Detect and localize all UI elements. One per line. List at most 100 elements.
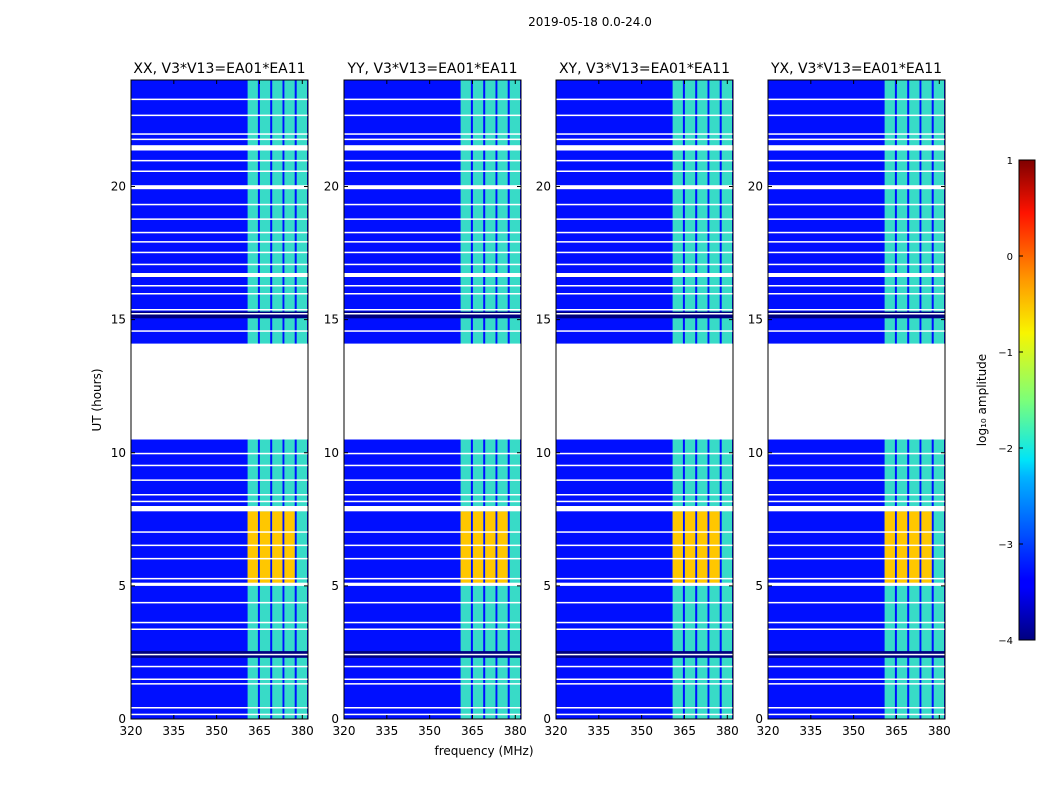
flagged-line bbox=[131, 683, 308, 685]
flagged-line bbox=[768, 285, 945, 287]
flagged-line bbox=[556, 203, 733, 206]
rfi-strong-block bbox=[884, 511, 895, 584]
y-tick-label: 0 bbox=[543, 712, 551, 726]
flagged-line bbox=[344, 309, 521, 311]
x-tick-label: 365 bbox=[461, 724, 484, 738]
panel-2: YY, V3*V13=EA01*EA11 320 335 350 365 380 0 5 10 1… bbox=[324, 61, 527, 738]
flagged-gap bbox=[556, 343, 733, 440]
flagged-line bbox=[556, 313, 733, 315]
flagged-line bbox=[768, 544, 945, 547]
flagged-line bbox=[131, 628, 308, 630]
y-tick-label: 0 bbox=[118, 712, 126, 726]
flagged-line bbox=[768, 133, 945, 135]
panel-frame bbox=[767, 79, 946, 720]
y-tick-label: 5 bbox=[118, 579, 126, 593]
flagged-line bbox=[131, 263, 308, 266]
flagged-line bbox=[344, 452, 521, 455]
flagged-line bbox=[556, 713, 733, 716]
flagged-line bbox=[131, 133, 308, 135]
flagged-line bbox=[344, 231, 521, 234]
flagged-line bbox=[556, 500, 733, 503]
flagged-gap bbox=[556, 582, 733, 586]
flagged-gap bbox=[556, 506, 733, 512]
flagged-gap bbox=[131, 145, 308, 151]
colorbar-tick-label: −4 bbox=[998, 636, 1013, 647]
flagged-line bbox=[131, 241, 308, 243]
rfi-strong-block bbox=[272, 511, 283, 584]
x-tick-label: 350 bbox=[205, 724, 228, 738]
flagged-line bbox=[344, 678, 521, 680]
flagged-line bbox=[131, 452, 308, 455]
flagged-line bbox=[556, 218, 733, 220]
flagged-line bbox=[556, 330, 733, 332]
x-tick-label: 365 bbox=[248, 724, 271, 738]
rfi-strong-block bbox=[497, 511, 508, 584]
flagged-line bbox=[131, 544, 308, 547]
x-tick-label: 335 bbox=[587, 724, 610, 738]
flagged-line bbox=[344, 621, 521, 624]
flagged-line bbox=[344, 653, 521, 656]
flagged-line bbox=[556, 309, 733, 311]
flagged-gap bbox=[556, 185, 733, 190]
rfi-strong-block bbox=[709, 511, 720, 584]
rfi-strong-block bbox=[909, 511, 920, 584]
flagged-line bbox=[768, 464, 945, 467]
x-tick-label: 365 bbox=[885, 724, 908, 738]
y-tick-label: 5 bbox=[543, 579, 551, 593]
y-tick-label: 15 bbox=[536, 313, 551, 327]
flagged-line bbox=[131, 577, 308, 580]
flagged-line bbox=[131, 159, 308, 162]
x-tick-label: 380 bbox=[928, 724, 951, 738]
colorbar-tick-label: −3 bbox=[998, 540, 1013, 551]
flagged-line bbox=[344, 133, 521, 135]
flagged-line bbox=[556, 531, 733, 533]
flagged-line bbox=[768, 293, 945, 295]
flagged-line bbox=[556, 494, 733, 496]
flagged-line bbox=[131, 138, 308, 141]
flagged-gap bbox=[768, 582, 945, 586]
flagged-line bbox=[768, 231, 945, 234]
rfi-strong-block bbox=[460, 511, 471, 584]
flagged-gap bbox=[768, 185, 945, 190]
dark-band bbox=[768, 311, 945, 319]
colorbar-ticks: 1 0 −1 −2 −3 −4 bbox=[998, 156, 1023, 647]
flagged-line bbox=[768, 114, 945, 117]
flagged-line bbox=[768, 577, 945, 580]
flagged-line bbox=[768, 621, 945, 624]
colorbar-label: log₁₀ amplitude bbox=[975, 354, 989, 446]
flagged-line bbox=[556, 577, 733, 580]
flagged-line bbox=[556, 557, 733, 560]
flagged-gap bbox=[344, 506, 521, 512]
flagged-gap bbox=[131, 506, 308, 512]
panel-title: XX, V3*V13=EA01*EA11 bbox=[133, 61, 305, 77]
flagged-line bbox=[556, 170, 733, 172]
flagged-line bbox=[131, 601, 308, 604]
flagged-line bbox=[556, 231, 733, 234]
flagged-gap bbox=[131, 273, 308, 277]
panel-title: YY, V3*V13=EA01*EA11 bbox=[346, 61, 517, 77]
flagged-gap bbox=[344, 582, 521, 586]
x-tick-label: 350 bbox=[630, 724, 653, 738]
colorbar-tick-label: 0 bbox=[1007, 252, 1013, 263]
x-tick-label: 380 bbox=[716, 724, 739, 738]
flagged-line bbox=[556, 452, 733, 455]
flagged-line bbox=[556, 159, 733, 162]
flagged-line bbox=[768, 713, 945, 716]
flagged-line bbox=[344, 159, 521, 162]
rfi-strong-block bbox=[247, 511, 258, 584]
y-tick-label: 15 bbox=[748, 313, 763, 327]
flagged-line bbox=[556, 665, 733, 668]
colorbar: 1 0 −1 −2 −3 −4 log₁₀ amplitude bbox=[975, 156, 1036, 647]
colorbar-tick-label: −2 bbox=[998, 444, 1013, 455]
x-tick-label: 350 bbox=[418, 724, 441, 738]
panel-frame bbox=[343, 79, 522, 720]
y-tick-label: 0 bbox=[755, 712, 763, 726]
flagged-line bbox=[344, 285, 521, 287]
figure-title: 2019-05-18 0.0-24.0 bbox=[528, 15, 652, 29]
flagged-line bbox=[556, 678, 733, 680]
flagged-line bbox=[131, 285, 308, 287]
colorbar-tick-label: 1 bbox=[1007, 156, 1013, 167]
flagged-line bbox=[556, 628, 733, 630]
flagged-gap bbox=[344, 185, 521, 190]
rfi-strong-block bbox=[472, 511, 484, 584]
